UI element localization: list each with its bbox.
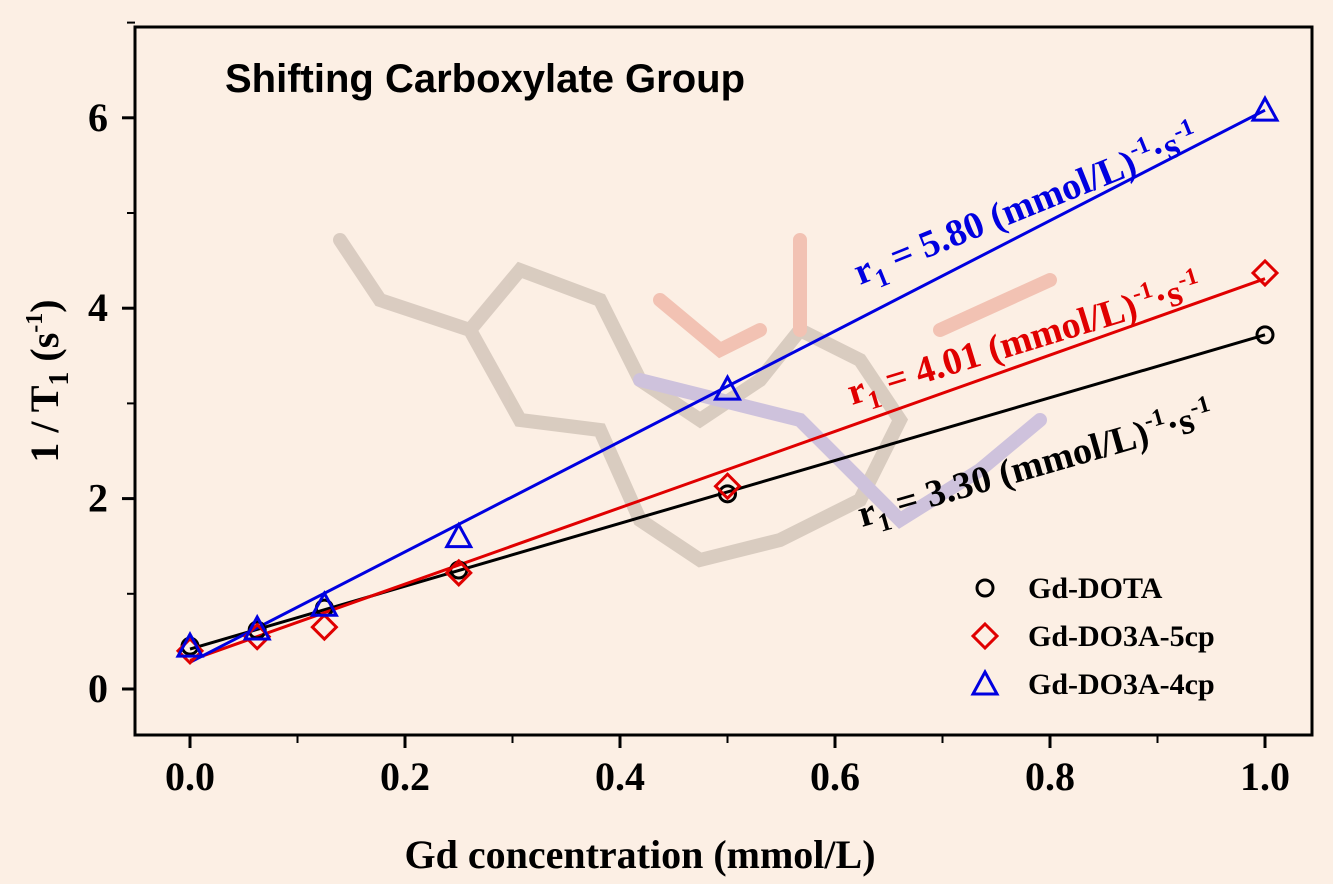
x-tick-label: 0.2	[380, 754, 430, 799]
x-tick-label: 0.0	[165, 754, 215, 799]
chart-title: Shifting Carboxylate Group	[225, 57, 745, 101]
data-point	[1250, 258, 1280, 288]
y-tick-label: 0	[88, 666, 108, 711]
legend-marker-circle	[975, 578, 995, 598]
data-point	[175, 631, 205, 658]
legend: Gd-DOTA Gd-DO3A-5cp Gd-DO3A-4cp	[970, 572, 1215, 701]
plot-frame	[133, 25, 1314, 737]
x-tick-label: 0.8	[1025, 754, 1075, 799]
data-point	[310, 612, 339, 642]
x-tick-label: 0.6	[810, 754, 860, 799]
data-point	[242, 613, 272, 641]
fit-line-gd-do3a-4cp	[189, 108, 1266, 664]
data-point	[1250, 95, 1280, 122]
fit-line-gd-do3a-5cp	[189, 277, 1266, 662]
molecule-watermark	[333, 233, 1057, 568]
data-point	[1255, 325, 1275, 345]
legend-label: Gd-DOTA	[1028, 572, 1163, 605]
y-axis-label: 1 / T1 (s-1)	[22, 299, 75, 462]
data-point	[444, 558, 473, 587]
x-tick-label: 0.4	[595, 754, 645, 799]
y-tick-label: 2	[88, 476, 108, 521]
y-tick-label: 4	[88, 285, 108, 330]
y-tick-label: 6	[88, 95, 108, 140]
data-point	[309, 590, 339, 617]
data-point	[718, 484, 737, 504]
legend-marker-diamond	[970, 621, 1000, 651]
legend-marker-triangle	[970, 668, 1000, 696]
data-point	[713, 472, 742, 501]
x-tick-label: 1.0	[1240, 754, 1290, 799]
legend-label: Gd-DO3A-4cp	[1028, 668, 1215, 701]
data-point	[712, 373, 743, 401]
x-axis-label: Gd concentration (mmol/L)	[404, 832, 875, 877]
legend-label: Gd-DO3A-5cp	[1028, 620, 1215, 653]
data-point	[444, 521, 474, 549]
